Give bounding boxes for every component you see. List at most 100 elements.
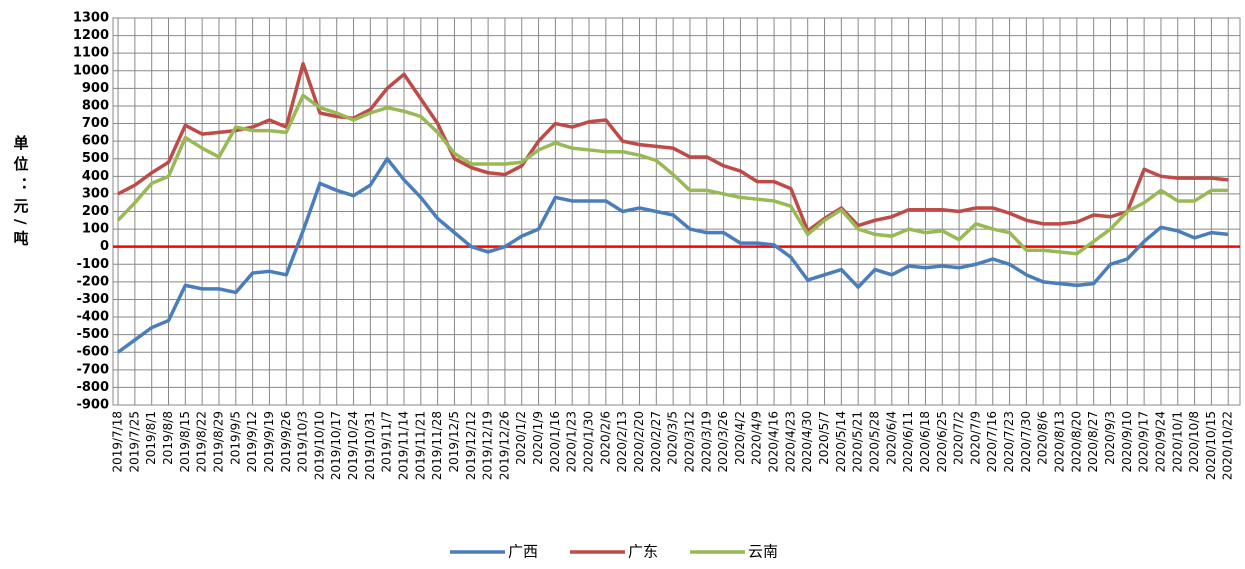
x-tick-label: 2020/2/6 bbox=[598, 411, 612, 465]
x-tick-label: 2020/5/28 bbox=[867, 411, 881, 473]
x-tick-label: 2019/11/28 bbox=[430, 411, 444, 480]
x-tick-label: 2020/1/2 bbox=[514, 411, 528, 465]
x-tick-label: 2020/7/16 bbox=[985, 411, 999, 473]
x-tick-label: 2020/3/26 bbox=[716, 411, 730, 473]
y-tick-label: 0 bbox=[100, 239, 109, 254]
x-tick-label: 2020/1/30 bbox=[582, 411, 596, 473]
x-tick-label: 2020/8/27 bbox=[1086, 411, 1100, 473]
y-tick-label: 300 bbox=[82, 186, 109, 201]
x-tick-label: 2019/11/14 bbox=[397, 411, 411, 480]
x-tick-label: 2019/9/19 bbox=[262, 411, 276, 473]
plot-border bbox=[112, 17, 1241, 406]
y-tick-label: -900 bbox=[76, 398, 109, 413]
y-tick-label: 1300 bbox=[73, 11, 109, 26]
x-tick-label: 2020/2/20 bbox=[632, 411, 646, 473]
y-tick-label: -700 bbox=[76, 362, 109, 377]
series-line bbox=[117, 61, 1229, 233]
legend-label: 广西 bbox=[508, 543, 538, 561]
y-axis-label: 单位：元/吨 bbox=[12, 134, 30, 251]
y-tick-label: 200 bbox=[82, 204, 109, 219]
x-tick-label: 2020/1/23 bbox=[565, 411, 579, 473]
x-tick-label: 2020/3/19 bbox=[699, 411, 713, 473]
x-tick-label: 2019/12/19 bbox=[481, 411, 495, 480]
x-tick-label: 2019/12/26 bbox=[497, 411, 511, 480]
x-tick-label: 2020/2/13 bbox=[615, 411, 629, 473]
y-tick-label: -400 bbox=[76, 310, 109, 325]
y-tick-label: 100 bbox=[82, 222, 109, 237]
x-tick-label: 2020/6/18 bbox=[918, 411, 932, 473]
legend-label: 云南 bbox=[748, 543, 778, 561]
x-tick-label: 2019/11/21 bbox=[413, 411, 427, 480]
x-tick-label: 2019/9/26 bbox=[279, 411, 293, 473]
x-tick-label: 2019/12/5 bbox=[447, 411, 461, 473]
x-tick-label: 2020/4/2 bbox=[733, 411, 747, 465]
x-tick-label: 2020/4/30 bbox=[800, 411, 814, 473]
x-tick-label: 2020/5/14 bbox=[834, 411, 848, 473]
x-tick-label: 2020/1/16 bbox=[548, 411, 562, 473]
x-tick-label: 2019/9/5 bbox=[228, 411, 242, 465]
x-tick-label: 2020/7/23 bbox=[1002, 411, 1016, 473]
x-tick-label: 2020/4/16 bbox=[767, 411, 781, 473]
y-tick-label: 1000 bbox=[73, 63, 109, 78]
y-tick-label: -800 bbox=[76, 380, 109, 395]
x-tick-label: 2020/10/1 bbox=[1170, 411, 1184, 473]
x-tick-label: 2020/6/4 bbox=[884, 411, 898, 465]
x-tick-label: 2020/6/25 bbox=[935, 411, 949, 473]
x-tick-label: 2019/10/31 bbox=[363, 411, 377, 480]
y-tick-label: -600 bbox=[76, 345, 109, 360]
y-tick-label: 500 bbox=[82, 151, 109, 166]
x-tick-label: 2019/8/1 bbox=[144, 411, 158, 465]
x-tick-label: 2020/1/9 bbox=[531, 411, 545, 465]
x-tick-label: 2020/7/2 bbox=[952, 411, 966, 465]
x-tick-label: 2020/9/10 bbox=[1120, 411, 1134, 473]
x-tick-label: 2020/9/17 bbox=[1137, 411, 1151, 473]
x-tick-label: 2020/4/23 bbox=[783, 411, 797, 473]
x-tick-label: 2020/7/30 bbox=[1019, 411, 1033, 473]
y-tick-label: -500 bbox=[76, 327, 109, 342]
series-line bbox=[116, 93, 1229, 256]
x-tick-label: 2020/8/13 bbox=[1053, 411, 1067, 473]
y-tick-label: 1200 bbox=[73, 28, 109, 43]
x-tick-label: 2019/9/12 bbox=[245, 411, 259, 473]
y-tick-label: -200 bbox=[76, 274, 109, 289]
x-tick-label: 2020/10/8 bbox=[1187, 411, 1201, 473]
x-tick-label: 2020/8/20 bbox=[1069, 411, 1083, 473]
x-tick-label: 2019/8/8 bbox=[161, 411, 175, 465]
y-tick-label: -100 bbox=[76, 257, 109, 272]
y-tick-label: 1100 bbox=[73, 46, 109, 61]
y-tick-label: 700 bbox=[82, 116, 109, 131]
x-tick-label: 2020/5/21 bbox=[851, 411, 865, 473]
y-tick-label: 800 bbox=[82, 98, 109, 113]
x-tick-label: 2019/7/18 bbox=[111, 411, 125, 473]
x-tick-label: 2020/5/7 bbox=[817, 411, 831, 465]
series-line bbox=[117, 156, 1229, 354]
x-tick-label: 2019/10/24 bbox=[346, 411, 360, 480]
x-tick-label: 2020/10/22 bbox=[1221, 411, 1235, 480]
y-tick-label: 900 bbox=[82, 81, 109, 96]
x-tick-label: 2019/12/12 bbox=[464, 411, 478, 480]
x-tick-label: 2019/8/29 bbox=[211, 411, 225, 473]
x-tick-label: 2020/6/11 bbox=[901, 411, 915, 473]
x-tick-label: 2020/7/9 bbox=[968, 411, 982, 465]
y-tick-label: -300 bbox=[76, 292, 109, 307]
y-tick-label: 600 bbox=[82, 134, 109, 149]
x-tick-label: 2020/4/9 bbox=[750, 411, 764, 465]
x-tick-label: 2019/8/22 bbox=[195, 411, 209, 473]
x-tick-label: 2020/2/27 bbox=[649, 411, 663, 473]
x-tick-label: 2020/9/24 bbox=[1153, 411, 1167, 473]
x-tick-label: 2020/8/6 bbox=[1036, 411, 1050, 465]
x-tick-label: 2019/7/25 bbox=[127, 411, 141, 473]
x-tick-label: 2020/10/15 bbox=[1204, 411, 1218, 480]
x-tick-label: 2019/8/15 bbox=[178, 411, 192, 473]
x-tick-label: 2019/11/7 bbox=[380, 411, 394, 473]
x-tick-label: 2019/10/10 bbox=[312, 411, 326, 480]
x-tick-label: 2020/3/5 bbox=[666, 411, 680, 465]
y-tick-label: 400 bbox=[82, 169, 109, 184]
x-tick-label: 2019/10/3 bbox=[296, 411, 310, 473]
x-tick-label: 2019/10/17 bbox=[329, 411, 343, 480]
x-tick-label: 2020/9/3 bbox=[1103, 411, 1117, 465]
x-tick-label: 2020/3/12 bbox=[682, 411, 696, 473]
legend-label: 广东 bbox=[628, 543, 658, 561]
